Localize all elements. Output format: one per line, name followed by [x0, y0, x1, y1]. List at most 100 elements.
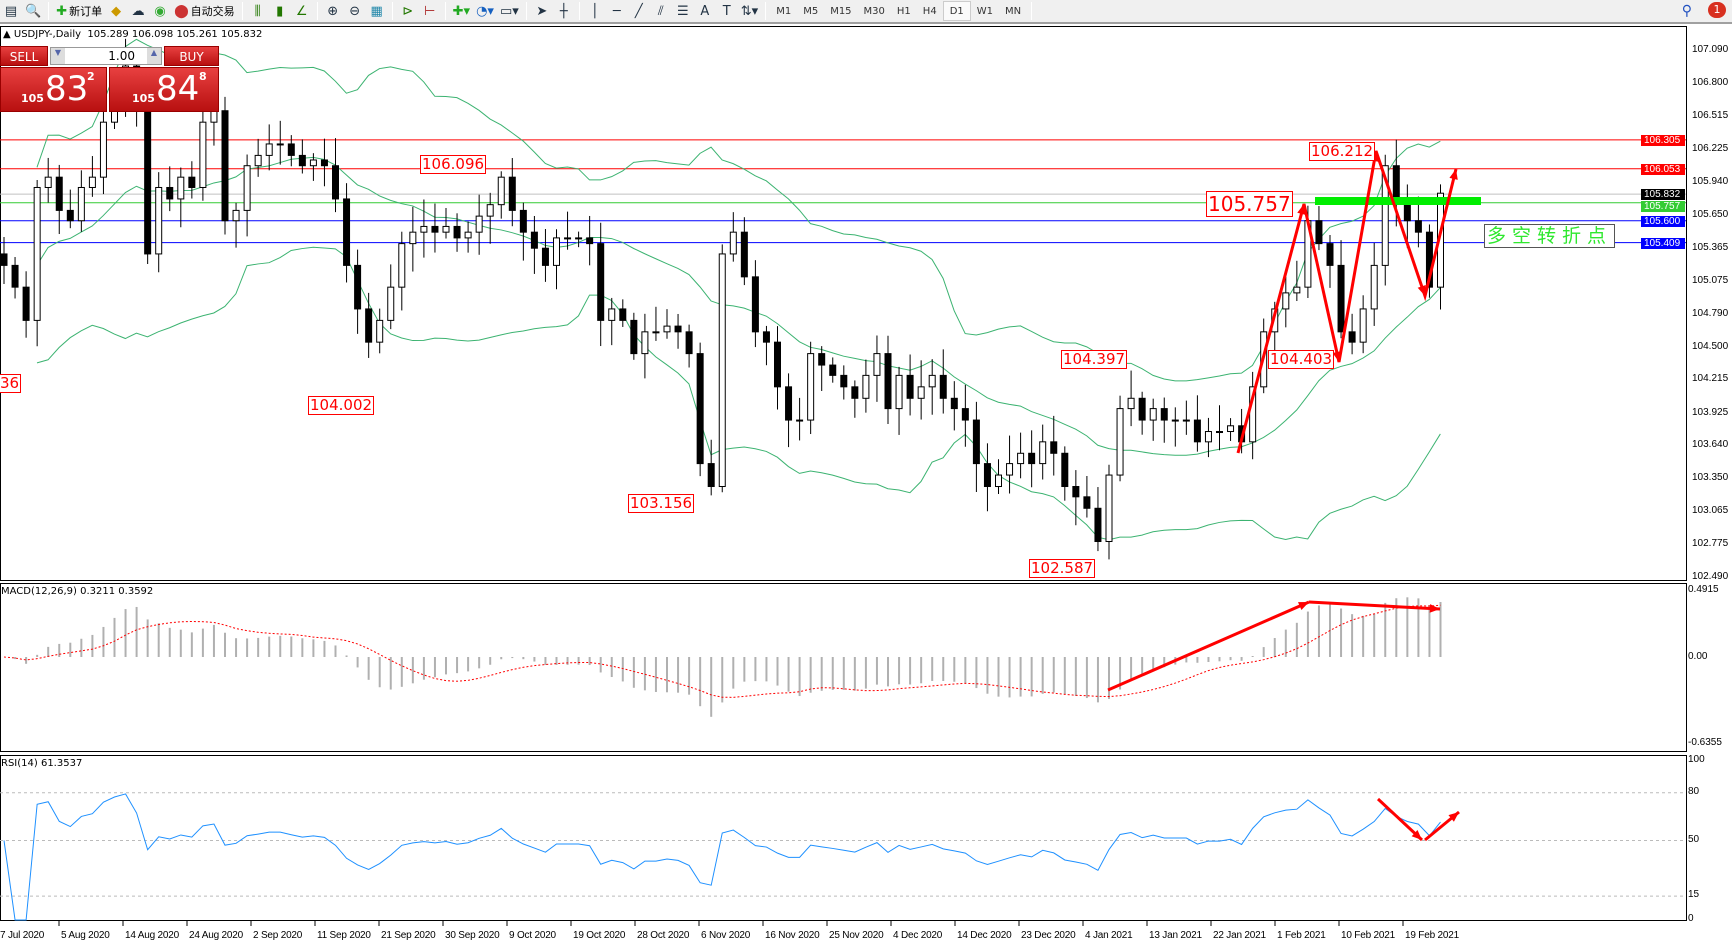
candle-bull — [464, 231, 472, 239]
equidistant-channel-icon[interactable]: ⫽ — [657, 3, 664, 19]
price-axis-tick: 104.215 — [1692, 373, 1729, 385]
trendline-icon[interactable]: ╱ — [634, 3, 643, 19]
candle-bull — [199, 121, 207, 188]
zoom-out-icon[interactable]: ⊖ — [349, 3, 361, 19]
candle-bull — [564, 237, 572, 240]
macd-signal-line — [3, 604, 1441, 698]
timeframe-m15[interactable]: M15 — [830, 5, 852, 17]
auto-scroll-icon[interactable]: ⊳ — [402, 3, 414, 19]
ask-price-button[interactable]: 105 84 8 — [109, 67, 219, 112]
timeframe-mn[interactable]: MN — [1005, 5, 1022, 17]
candle-bull — [652, 331, 660, 334]
divider — [578, 2, 580, 20]
buy-button[interactable]: BUY — [164, 46, 219, 66]
date-axis-label: 19 Feb 2021 — [1405, 930, 1459, 941]
candle-bear — [983, 463, 991, 488]
candle-bull — [276, 143, 284, 146]
price-axis-tick: 106.515 — [1692, 109, 1729, 121]
crosshair-icon[interactable]: ┼ — [559, 3, 568, 19]
candlestick-icon[interactable]: ▮ — [276, 3, 284, 19]
fibonacci-icon[interactable]: ☰ — [676, 3, 689, 19]
date-axis-label: 13 Jan 2021 — [1149, 930, 1202, 941]
horizontal-line-icon[interactable]: ─ — [612, 3, 621, 19]
price-axis-tick: 103.065 — [1692, 505, 1729, 517]
metaeditor-icon[interactable]: ◆ — [111, 3, 122, 19]
new-chart-icon[interactable]: ▤ — [4, 3, 18, 19]
divider — [525, 2, 527, 20]
candle-bear — [961, 408, 969, 421]
candle-bear — [22, 286, 30, 321]
candle-bear — [1061, 452, 1069, 488]
price-label-106-096: 106.096 — [420, 155, 487, 174]
sell-button[interactable]: SELL — [0, 46, 48, 66]
search-icon[interactable]: ⚲ — [1681, 3, 1692, 19]
candle-bull — [575, 237, 583, 240]
lot-value: 1.00 — [108, 49, 135, 63]
price-label-102-587: 102.587 — [1029, 559, 1096, 578]
candle-bull — [497, 176, 505, 206]
macd-axis-tick: -0.6355 — [1688, 737, 1722, 749]
date-axis-label: 11 Sep 2020 — [317, 930, 371, 941]
navigator-icon[interactable]: ☁ — [131, 3, 145, 19]
arrows-icon[interactable]: ⇅▾ — [740, 3, 759, 19]
candle-bull — [1293, 286, 1301, 294]
candle-bull — [1171, 419, 1179, 422]
candle-bear — [751, 276, 759, 333]
bar-chart-icon[interactable]: ⫼ — [254, 3, 261, 19]
bid-price-button[interactable]: 105 83 2 — [0, 67, 107, 112]
candle-bear — [785, 386, 793, 421]
price-axis-tick: 105.650 — [1692, 208, 1729, 220]
line-chart-icon[interactable]: ∠ — [295, 3, 308, 19]
candle-bear — [1028, 452, 1036, 465]
price-axis-tick: 106.225 — [1692, 143, 1729, 155]
timeframe-m30[interactable]: M30 — [863, 5, 885, 17]
candle-bear — [685, 331, 693, 355]
candle-bull — [33, 186, 41, 321]
lot-decrease-icon[interactable]: ▼ — [51, 48, 65, 64]
candle-bear — [1337, 264, 1345, 333]
candle-bear — [597, 243, 605, 321]
arrowhead-icon — [1449, 169, 1458, 180]
price-tag-105.600: 105.600 — [1641, 215, 1685, 227]
timeframe-d1[interactable]: D1 — [942, 1, 971, 21]
rsi-line — [3, 793, 1441, 921]
candle-bear — [453, 225, 461, 239]
bollinger-lower — [36, 246, 1441, 541]
bollinger-middle — [36, 156, 1441, 456]
macd-axis-tick: 0.4915 — [1688, 584, 1719, 596]
new-order-button[interactable]: ✚ 新订单 — [53, 1, 105, 21]
chart-shift-icon[interactable]: ⊢ — [423, 3, 436, 19]
symbol-label: USDJPY-,Daily — [13, 29, 82, 40]
candle-bull — [873, 353, 881, 376]
timeframe-w1[interactable]: W1 — [976, 5, 993, 17]
auto-trading-button[interactable]: ⬤ 自动交易 — [171, 1, 238, 21]
lot-increase-icon[interactable]: ▲ — [147, 48, 161, 64]
candle-bear — [1193, 419, 1201, 443]
templates-icon[interactable]: ▭▾ — [499, 3, 519, 19]
vertical-line-icon[interactable]: │ — [590, 3, 599, 19]
divider — [316, 2, 318, 20]
periods-icon[interactable]: ◔▾ — [476, 3, 494, 19]
tile-windows-icon[interactable]: ▦ — [370, 3, 383, 19]
lot-size-input[interactable]: 1.00 — [50, 47, 162, 65]
signals-icon[interactable]: ◉ — [154, 3, 166, 19]
cursor-icon[interactable]: ➤ — [536, 3, 548, 19]
profiles-icon[interactable]: 🔍 — [25, 3, 42, 19]
timeframe-m1[interactable]: M1 — [776, 5, 792, 17]
candle-bull — [641, 331, 649, 355]
timeframe-h1[interactable]: H1 — [896, 5, 911, 17]
notification-badge[interactable]: 1 — [1708, 2, 1726, 18]
price-axis-tick: 102.775 — [1692, 538, 1729, 550]
candle-bull — [486, 204, 494, 217]
candle-bull — [387, 286, 395, 321]
price-label-104-397: 104.397 — [1061, 350, 1128, 369]
text-label-icon[interactable]: T — [722, 3, 731, 19]
zoom-in-icon[interactable]: ⊕ — [327, 3, 339, 19]
timeframe-m5[interactable]: M5 — [803, 5, 819, 17]
timeframe-h4[interactable]: H4 — [922, 5, 937, 17]
indicators-icon[interactable]: ✚▾ — [452, 3, 471, 19]
candle-bear — [619, 308, 627, 321]
candle-bear — [55, 176, 63, 211]
text-icon[interactable]: A — [700, 3, 710, 19]
